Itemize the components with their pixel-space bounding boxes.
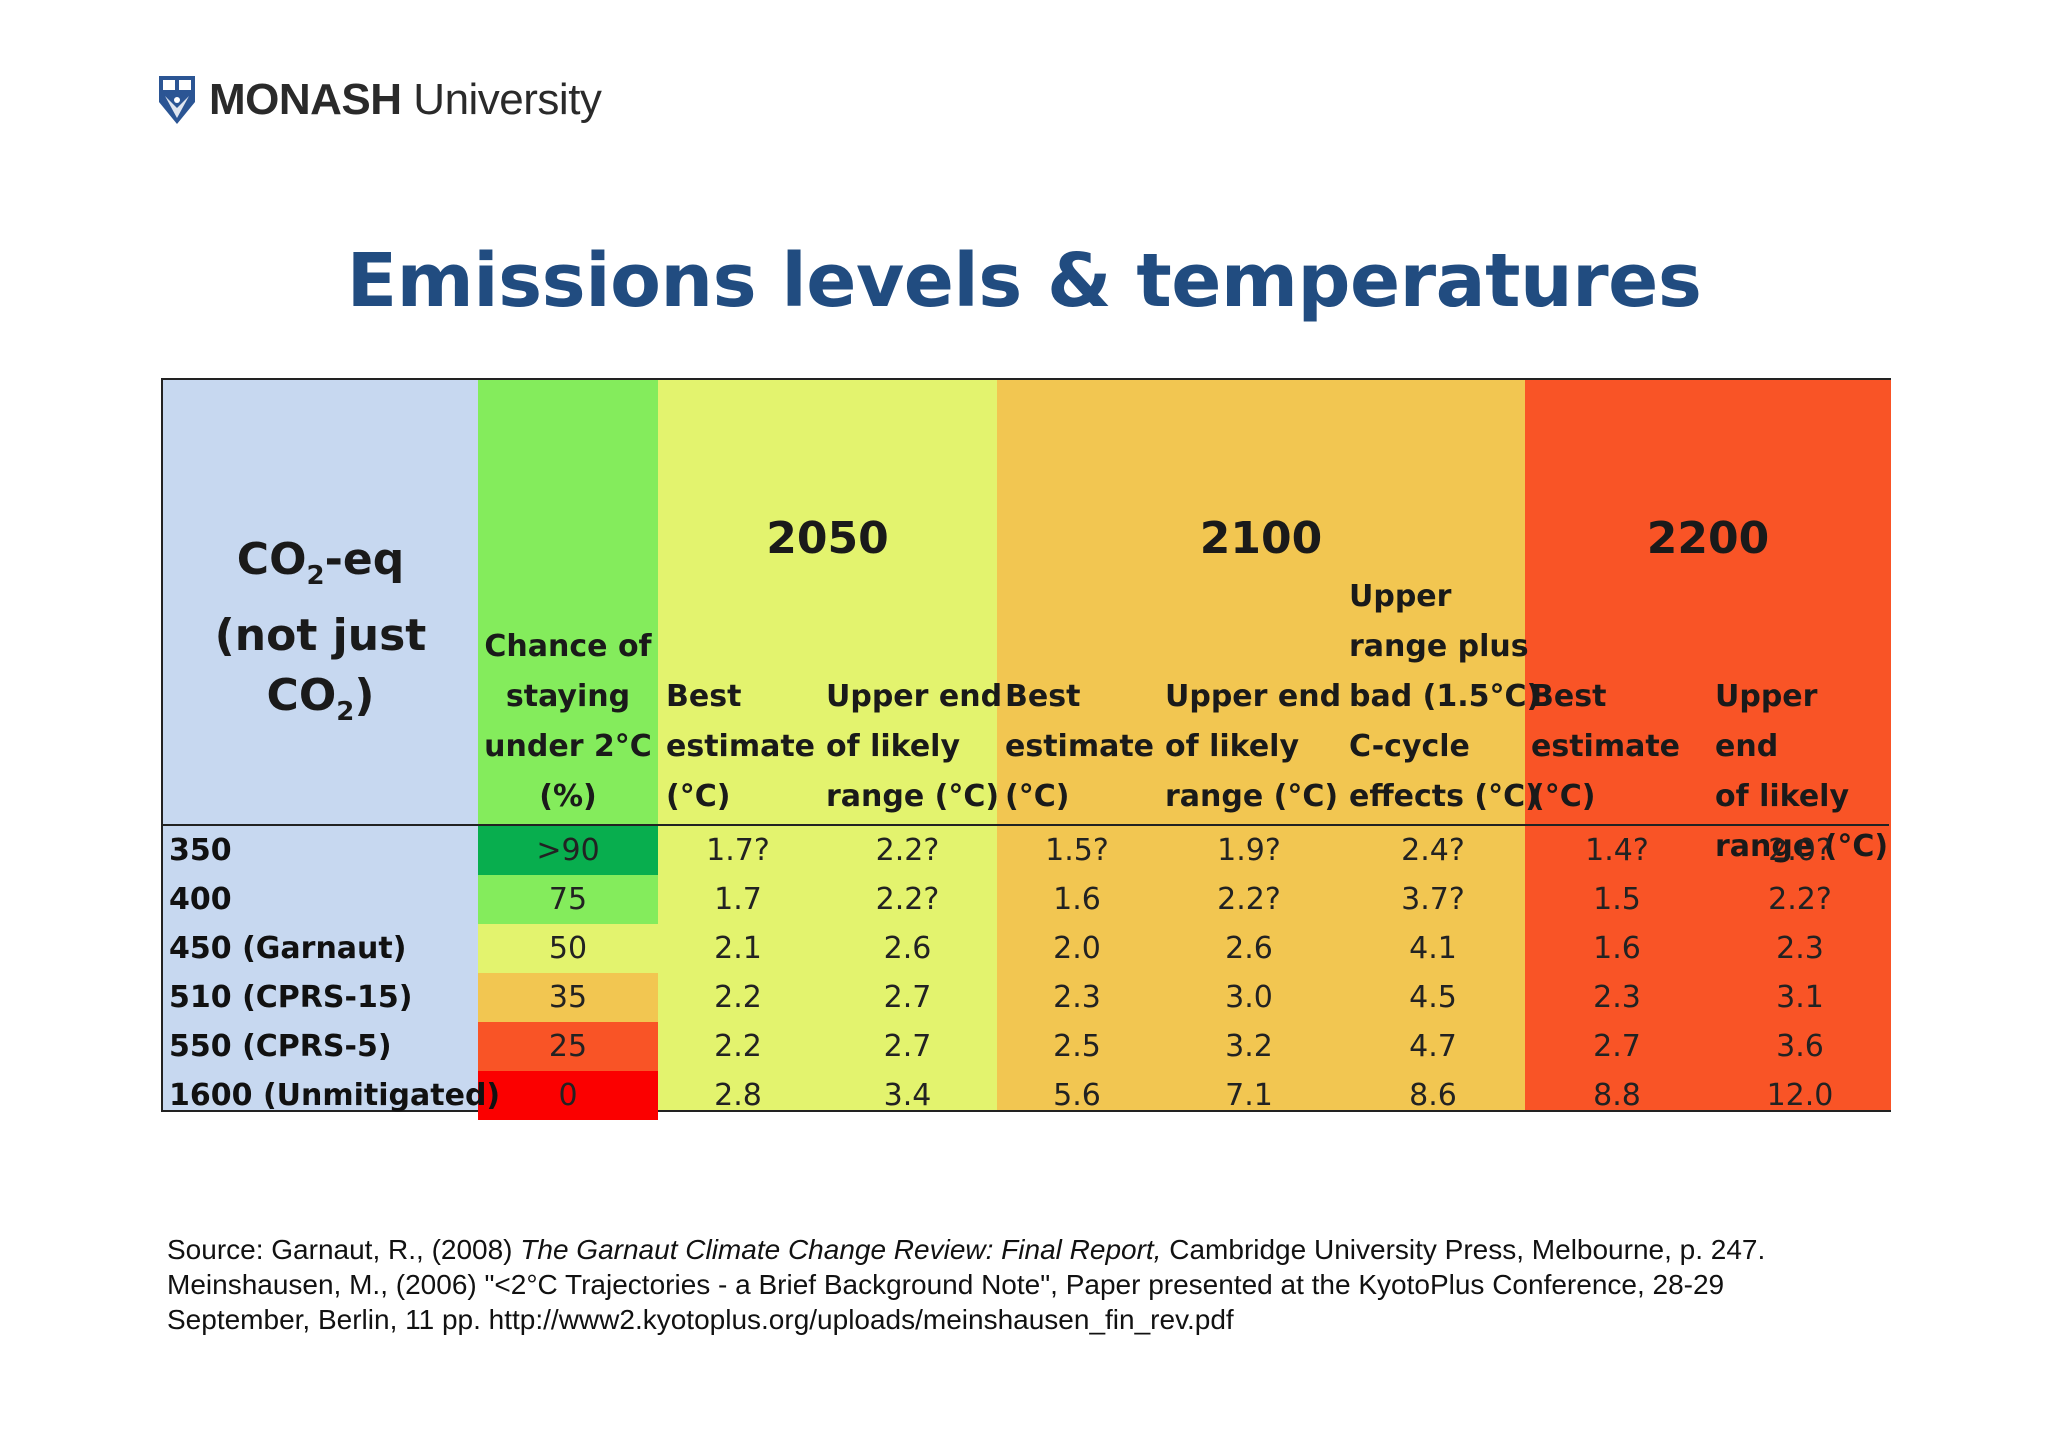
table-cell-b2200: 2.7	[1593, 1029, 1641, 1064]
table-cell-u2100: 7.1	[1225, 1078, 1273, 1113]
chance-header: Chance of staying under 2°C (%)	[484, 629, 652, 814]
table-cell-b2100: 2.3	[1053, 980, 1101, 1015]
best-estimate-2100-header: Best estimate (°C)	[1005, 679, 1155, 814]
table-cell-u2200: 3.1	[1776, 980, 1824, 1015]
source-citation: Source: Garnaut, R., (2008) The Garnaut …	[167, 1234, 1766, 1335]
monash-logo: MONASH University	[155, 70, 602, 130]
best-estimate-2200-header: Best estimate (°C)	[1531, 679, 1681, 814]
upper-end-2200-header: Upper end of likely range (°C)	[1715, 679, 1889, 864]
year-2100-header: 2100	[1199, 513, 1323, 564]
col-2200-bg	[1525, 380, 1891, 1110]
table-cell-u2100: 3.2	[1225, 1029, 1273, 1064]
table-cell-p2100: 2.4?	[1401, 833, 1465, 868]
upper-end-2050-header: Upper end of likely range (°C)	[826, 679, 1003, 814]
header-divider	[163, 824, 1889, 826]
table-cell-u2100: 2.6	[1225, 931, 1273, 966]
table-cell-b2100: 1.6	[1053, 882, 1101, 917]
table-cell-b2200: 1.4?	[1585, 833, 1649, 868]
best-estimate-2050-header: Best estimate (°C)	[666, 679, 816, 814]
table-cell-b2050: 2.8	[714, 1078, 762, 1113]
year-2200-header: 2200	[1646, 513, 1770, 564]
chance-cell: 50	[548, 931, 588, 966]
table-cell-u2050: 2.7	[883, 980, 932, 1015]
monash-crest-icon	[159, 76, 195, 124]
slide-title: Emissions levels & temperatures	[346, 238, 1702, 324]
table-cell-b2200: 1.6	[1593, 931, 1641, 966]
table-cell-b2050: 2.2	[714, 980, 762, 1015]
table-cell-p2100: 4.1	[1409, 931, 1457, 966]
table-cell-u2050: 2.2?	[875, 833, 940, 868]
table-cell-b2100: 2.5	[1053, 1029, 1101, 1064]
row-label: 450 (Garnaut)	[169, 931, 407, 966]
table-cell-b2200: 8.8	[1593, 1078, 1641, 1113]
row-label: 1600 (Unmitigated)	[169, 1078, 501, 1113]
table-cell-p2100: 4.7	[1409, 1029, 1457, 1064]
chance-cell-bg	[478, 924, 658, 973]
chance-cell: 75	[548, 882, 588, 917]
table-cell-u2200: 3.6	[1776, 1029, 1824, 1064]
chance-cell-bg	[478, 875, 658, 924]
chance-cell-bg	[478, 1071, 658, 1120]
table-cell-u2100: 1.9?	[1217, 833, 1281, 868]
row-label: 350	[169, 833, 232, 868]
table-cell-u2050: 3.4	[883, 1078, 932, 1113]
table-cell-p2100: 8.6	[1409, 1078, 1457, 1113]
table-cell-b2050: 2.1	[714, 931, 762, 966]
table-cell-u2050: 2.7	[883, 1029, 932, 1064]
chance-cell-bg	[478, 973, 658, 1022]
table-cell-u2200: 12.0	[1766, 1078, 1834, 1113]
table-cell-u2100: 2.2?	[1217, 882, 1281, 917]
chance-cell: >90	[536, 833, 600, 868]
table-cell-b2200: 2.3	[1593, 980, 1641, 1015]
table-cell-u2050: 2.6	[883, 931, 932, 966]
table-cell-u2200: 2.3	[1776, 931, 1824, 966]
table-cell-u2100: 3.0	[1225, 980, 1273, 1015]
upper-end-2100-header: Upper end of likely range (°C)	[1165, 679, 1342, 814]
table-cell-u2200: 2.0?	[1768, 833, 1832, 868]
table-cell-b2100: 5.6	[1053, 1078, 1101, 1113]
table-cell-p2100: 3.7?	[1401, 882, 1465, 917]
table-cell-b2100: 2.0	[1053, 931, 1101, 966]
row-label: 400	[169, 882, 232, 917]
row-label: 550 (CPRS-5)	[169, 1029, 392, 1064]
emissions-table: CO2-eq (not just CO2) Chance of staying …	[161, 378, 1891, 1120]
chance-cell: 25	[548, 1029, 588, 1064]
upper-plus-2100-header: Upper range plus bad (1.5°C) C-cycle effects…	[1349, 579, 1541, 814]
table-cell-u2050: 2.2?	[875, 882, 940, 917]
table-cell-b2050: 1.7?	[706, 833, 770, 868]
co2-column-bg	[163, 380, 478, 1110]
table-cell-p2100: 4.5	[1409, 980, 1457, 1015]
table-cell-b2050: 1.7	[714, 882, 762, 917]
co2-eq-header: CO2-eq (not just CO2)	[214, 534, 427, 727]
table-cell-u2200: 2.2?	[1768, 882, 1832, 917]
table-cell-b2200: 1.5	[1593, 882, 1641, 917]
table-cell-b2100: 1.5?	[1045, 833, 1109, 868]
chance-cell-bg	[478, 826, 658, 875]
year-2050-header: 2050	[766, 513, 889, 564]
col-2050-bg	[658, 380, 997, 1110]
table-cell-b2050: 2.2	[714, 1029, 762, 1064]
logo-text: MONASH University	[209, 75, 602, 124]
row-label: 510 (CPRS-15)	[169, 980, 413, 1015]
chance-cell-bg	[478, 1022, 658, 1071]
chance-cell: 0	[558, 1078, 578, 1113]
chance-cell: 35	[548, 980, 588, 1015]
col-2100-bg	[997, 380, 1525, 1110]
